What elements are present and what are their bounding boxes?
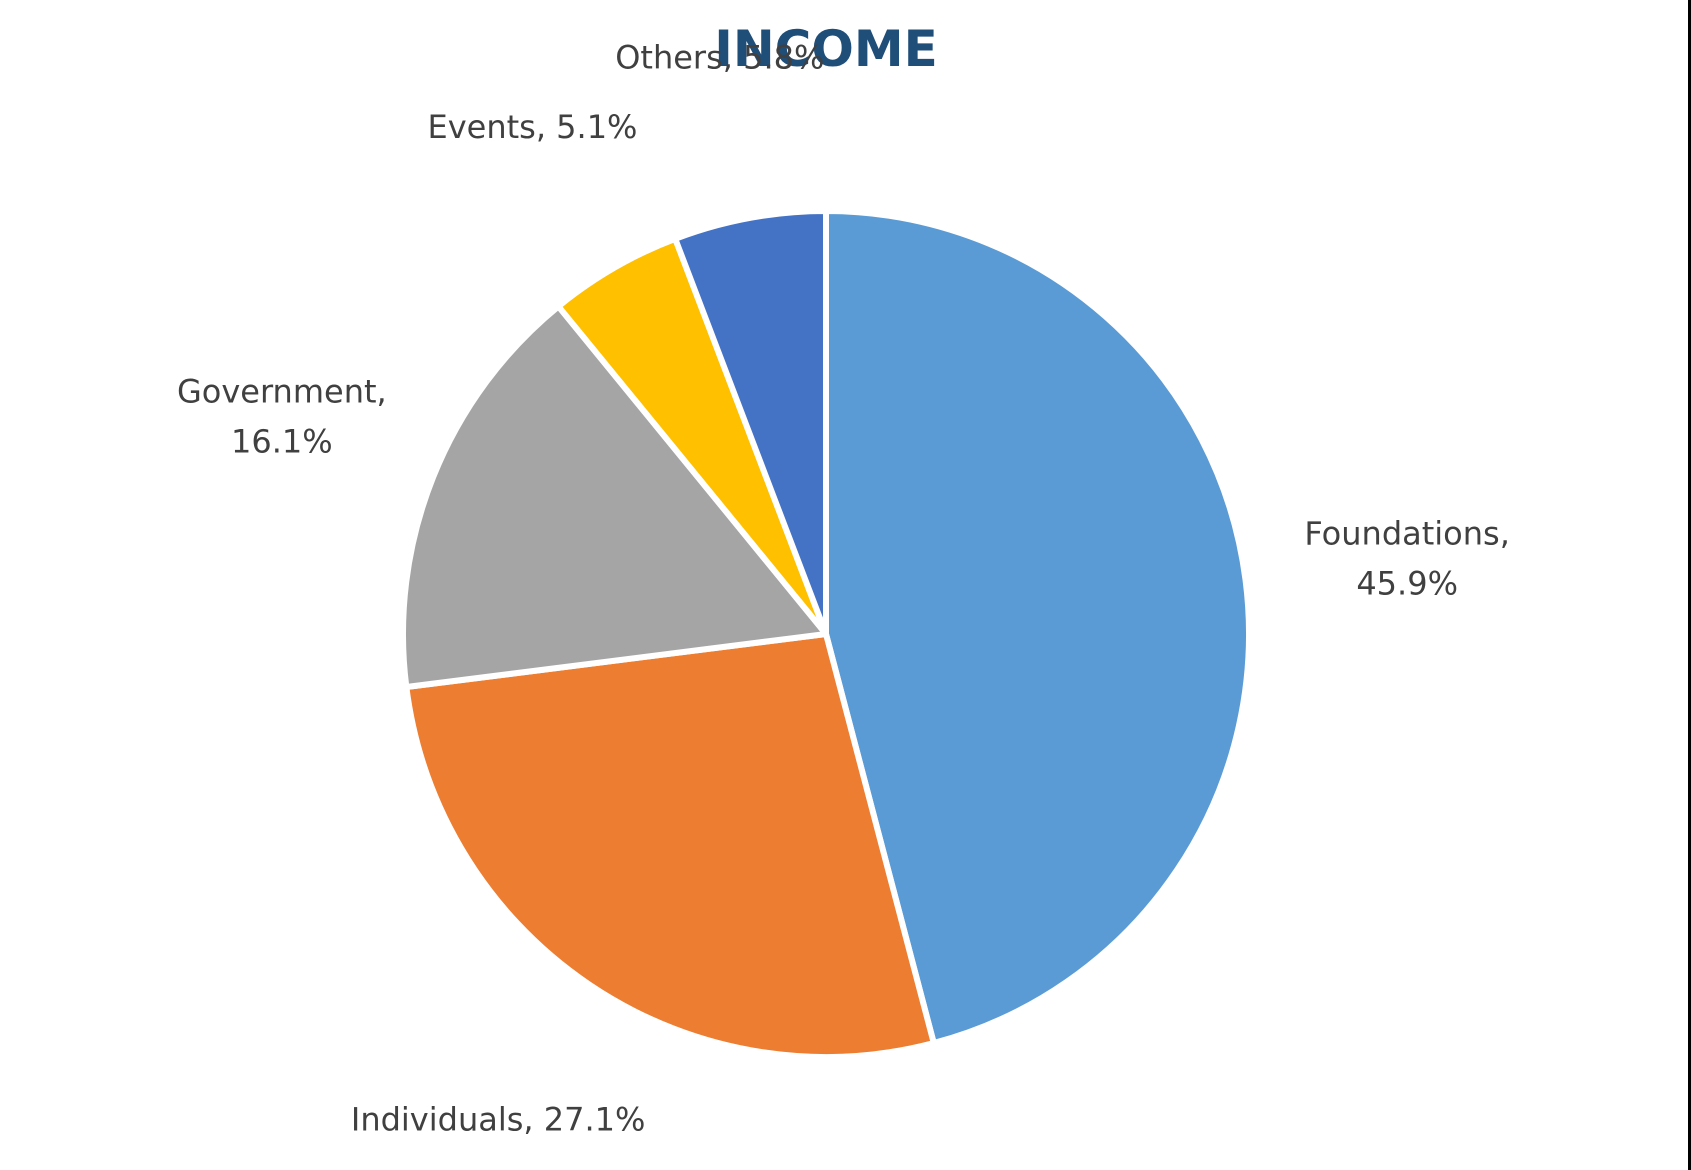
- data-label-line: Events, 5.1%: [427, 108, 637, 146]
- data-label-individuals: Individuals, 27.1%: [351, 1101, 646, 1139]
- pie-slice-government: [400, 303, 829, 691]
- data-label-government: Government, 16.1%: [177, 373, 387, 461]
- data-label-line: 16.1%: [231, 423, 333, 461]
- data-label-line: Individuals, 27.1%: [351, 1101, 646, 1139]
- pie-slices: [400, 208, 1252, 1060]
- pie-slice-others: [672, 208, 829, 637]
- pie-slice-individuals: [403, 631, 937, 1060]
- chart-title: INCOME: [714, 20, 938, 78]
- chart-border: [1688, 0, 1691, 1170]
- data-label-events: Events, 5.1%: [427, 108, 637, 146]
- data-label-line: Government,: [177, 373, 387, 411]
- data-label-others: Others, 5.8%: [615, 39, 824, 77]
- data-label-line: Foundations,: [1304, 515, 1509, 553]
- pie-labels: Foundations, 45.9% Individuals, 27.1% Gover…: [177, 39, 1510, 1139]
- data-label-line: 45.9%: [1356, 565, 1458, 603]
- data-label-line: Others, 5.8%: [615, 39, 824, 77]
- pie-slice-foundations: [823, 208, 1252, 1047]
- data-label-foundations: Foundations, 45.9%: [1304, 515, 1509, 603]
